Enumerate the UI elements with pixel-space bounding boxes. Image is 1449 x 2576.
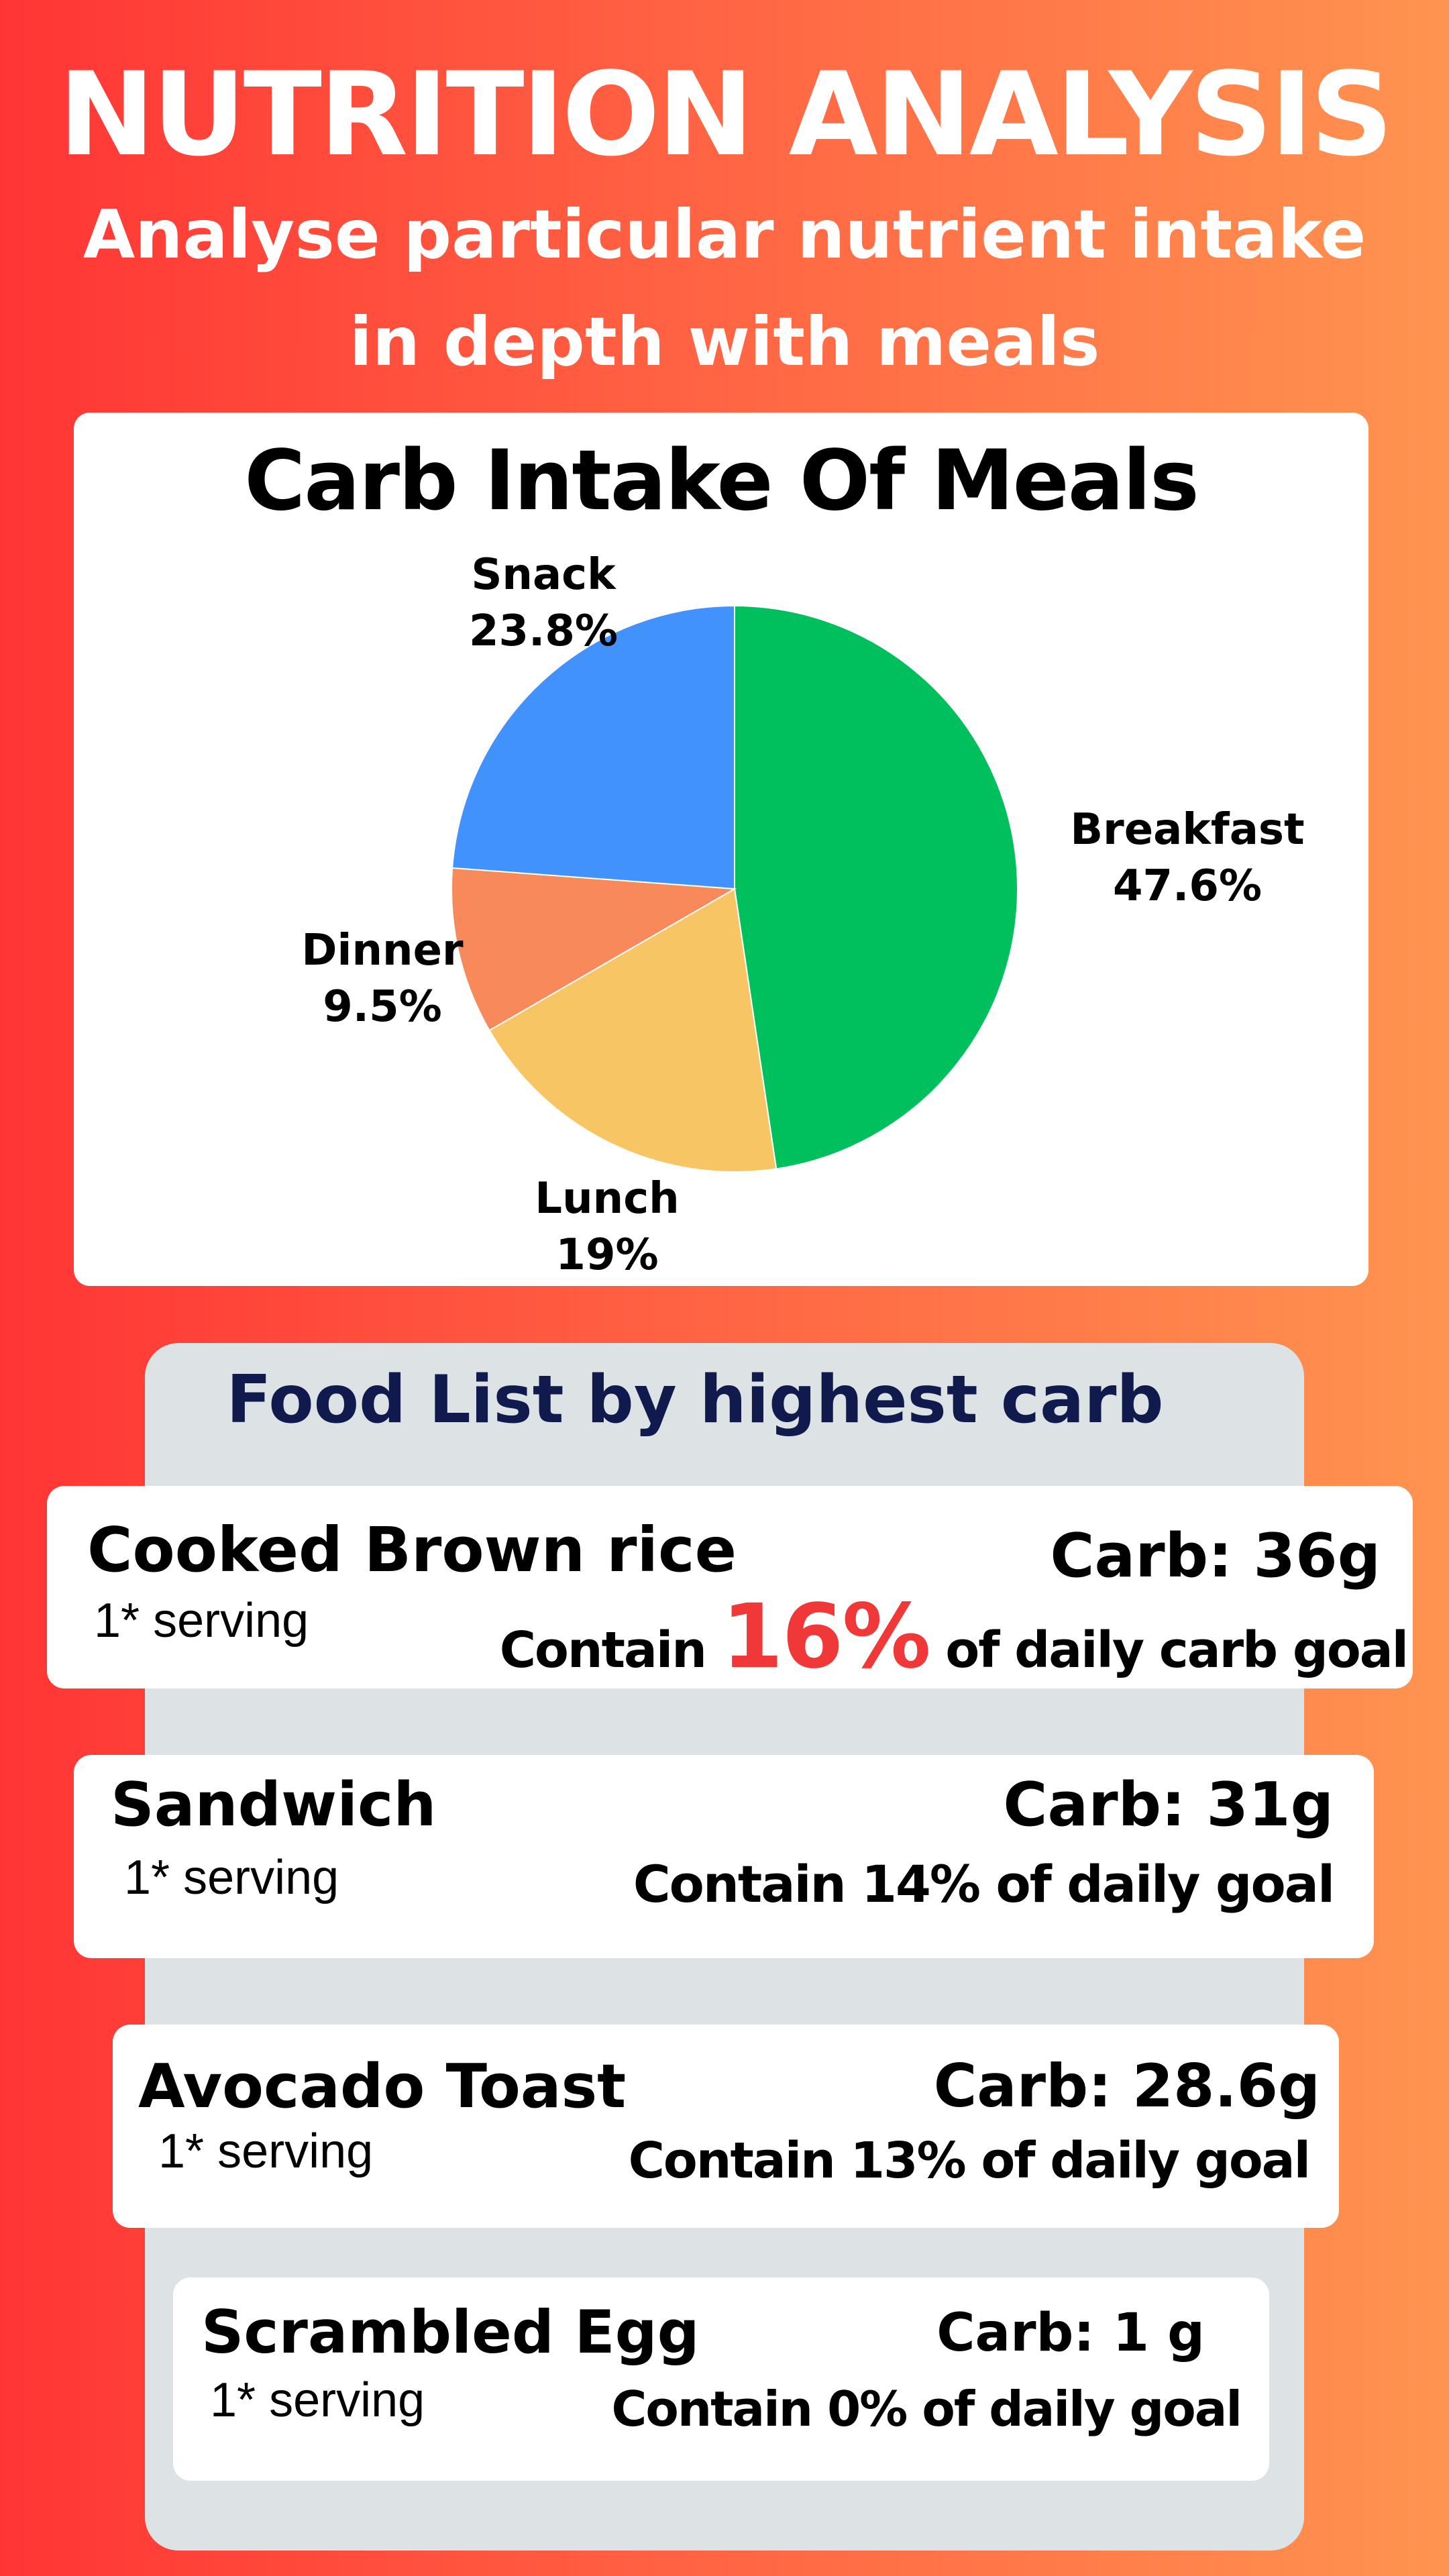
food-serving: 1* serving — [210, 2373, 425, 2427]
food-card[interactable]: Scrambled Egg 1* serving Carb: 1 g Conta… — [173, 2277, 1269, 2481]
slice-label-dinner: Dinner 9.5% — [248, 922, 517, 1035]
food-card[interactable]: Avocado Toast 1* serving Carb: 28.6g Con… — [113, 2025, 1339, 2228]
food-list-title: Food List by highest carb — [226, 1362, 1164, 1438]
slice-name: Dinner — [301, 926, 464, 975]
slice-value: 9.5% — [323, 982, 442, 1032]
slice-label-lunch: Lunch 19% — [473, 1171, 741, 1283]
slice-value: 23.8% — [468, 606, 619, 656]
chart-card: Carb Intake Of Meals Breakfast 47.6% Lun… — [74, 413, 1368, 1286]
food-carb: Carb: 36g — [1050, 1521, 1381, 1591]
food-serving: 1* serving — [124, 1851, 339, 1904]
food-contain: Contain 0% of daily goal — [611, 2381, 1242, 2437]
food-contain: Contain 16% of daily carb goal — [499, 1585, 1409, 1701]
food-carb: Carb: 1 g — [936, 2303, 1205, 2363]
page-title: NUTRITION ANALYSIS — [58, 47, 1393, 182]
slice-value: 47.6% — [1112, 861, 1263, 911]
slice-value: 19% — [555, 1230, 659, 1280]
food-contain: Contain 13% of daily goal — [628, 2132, 1311, 2190]
slice-label-breakfast: Breakfast 47.6% — [1020, 802, 1355, 914]
slice-name: Snack — [471, 550, 616, 600]
contain-suffix: of daily carb goal — [945, 1621, 1409, 1679]
food-name: Avocado Toast — [138, 2051, 627, 2122]
slice-name: Breakfast — [1070, 805, 1305, 855]
page-subtitle: Analyse particular nutrient intake in de… — [83, 195, 1366, 381]
slice-label-snack: Snack 23.8% — [409, 547, 678, 659]
food-name: Sandwich — [111, 1770, 437, 1840]
contain-percent: 16% — [721, 1585, 931, 1688]
pie-chart — [451, 604, 1019, 1173]
pie-slice-snack — [451, 604, 735, 890]
food-carb: Carb: 28.6g — [933, 2051, 1320, 2121]
chart-title: Carb Intake Of Meals — [244, 433, 1199, 529]
food-serving: 1* serving — [158, 2125, 374, 2178]
food-name: Scrambled Egg — [201, 2298, 700, 2367]
pie-slice-breakfast — [734, 604, 1019, 1170]
food-card[interactable]: Cooked Brown rice 1* serving Carb: 36g C… — [47, 1486, 1413, 1688]
contain-prefix: Contain — [499, 1621, 707, 1679]
pie-slice-dinner — [451, 867, 737, 1032]
food-serving: 1* serving — [94, 1594, 309, 1648]
slice-name: Lunch — [535, 1174, 680, 1224]
food-contain: Contain 14% of daily goal — [633, 1854, 1335, 1914]
pie-slice-lunch — [488, 888, 777, 1173]
food-name: Cooked Brown rice — [87, 1514, 737, 1586]
food-carb: Carb: 31g — [1003, 1770, 1334, 1840]
food-card[interactable]: Sandwich 1* serving Carb: 31g Contain 14… — [74, 1755, 1374, 1958]
